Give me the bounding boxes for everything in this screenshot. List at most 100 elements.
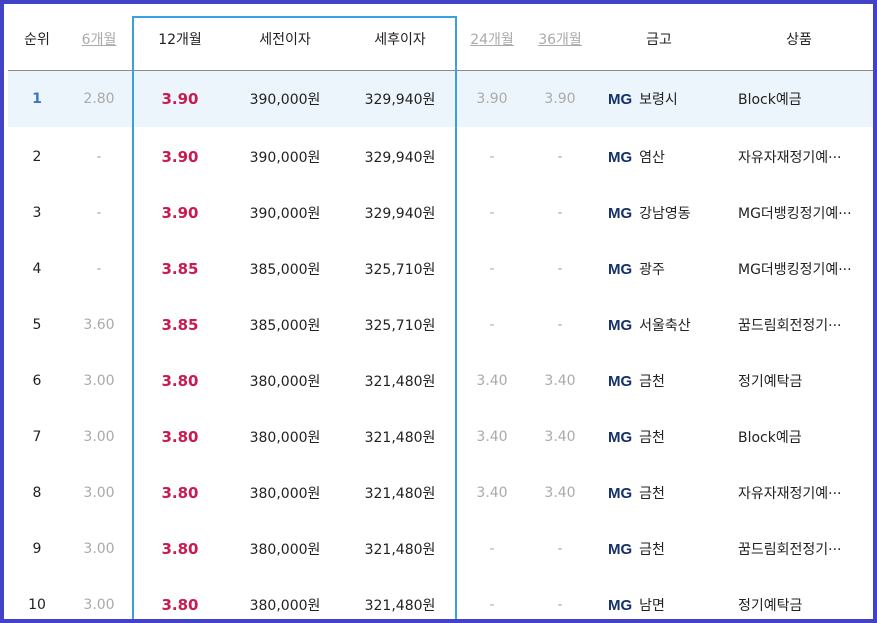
rank-cell: 5 [32, 317, 42, 333]
rate-36-month-cell: - [557, 261, 563, 277]
rate-12-month-cell: 3.90 [161, 148, 199, 166]
rate-36-month-cell: - [557, 317, 563, 333]
bank-name: 염산 [639, 150, 665, 166]
rate-12-month-cell: 3.80 [161, 596, 199, 614]
rate-24-month-cell: - [489, 261, 495, 277]
table-row[interactable]: 5 3.60 3.85 385,000원 325,710원 - - MG 서울축산 꿈드림회전정기… [8, 297, 873, 353]
bank-cell: MG 염산 [594, 129, 724, 185]
rate-6-month-cell: 3.00 [83, 597, 115, 613]
mg-logo: MG [608, 260, 633, 278]
product-cell: Block예금 [724, 409, 873, 465]
rate-6-month-cell: - [96, 205, 102, 221]
pre-tax-interest-cell: 380,000원 [249, 598, 321, 614]
product-cell: MG더뱅킹정기예··· [724, 185, 873, 241]
bank-cell: MG 금천 [594, 521, 724, 577]
rate-6-month-cell: 2.80 [83, 91, 115, 107]
product-cell: Block예금 [724, 71, 873, 127]
bank-cell: MG 남면 [594, 577, 724, 619]
rank-cell: 9 [32, 541, 42, 557]
post-tax-interest-cell: 325,710원 [364, 318, 436, 334]
mg-logo: MG [608, 484, 633, 502]
product-name-link[interactable]: Block예금 [738, 430, 802, 446]
rank-cell: 2 [32, 149, 42, 165]
mg-logo: MG [608, 316, 633, 334]
product-cell: 정기예탁금 [724, 577, 873, 619]
product-name-link[interactable]: 자유자재정기예··· [738, 486, 842, 502]
mg-logo: MG [608, 372, 633, 390]
rate-24-month-cell: 3.40 [476, 485, 508, 501]
table-row[interactable]: 9 3.00 3.80 380,000원 321,480원 - - MG 금천 꿈드림회전정기··… [8, 521, 873, 577]
bank-cell: MG 광주 [594, 241, 724, 297]
post-tax-interest-cell: 321,480원 [364, 542, 436, 558]
post-tax-interest-cell: 329,940원 [364, 150, 436, 166]
table-row[interactable]: 4 - 3.85 385,000원 325,710원 - - MG 광주 MG더뱅킹정기예··· [8, 241, 873, 297]
rate-6-month-cell: 3.00 [83, 429, 115, 445]
header-12-month[interactable]: 12개월 [158, 32, 202, 48]
table-row[interactable]: 1 2.80 3.90 390,000원 329,940원 3.90 3.90 MG 보령시 Bl… [8, 71, 873, 127]
product-name-link[interactable]: 꿈드림회전정기··· [738, 542, 842, 558]
rate-24-month-cell: 3.40 [476, 373, 508, 389]
rate-6-month-cell: - [96, 261, 102, 277]
rate-6-month-cell: 3.60 [83, 317, 115, 333]
post-tax-interest-cell: 321,480원 [364, 374, 436, 390]
header-product: 상품 [786, 32, 812, 48]
table-row[interactable]: 8 3.00 3.80 380,000원 321,480원 3.40 3.40 MG 금천 자유자… [8, 465, 873, 521]
rate-24-month-cell: - [489, 541, 495, 557]
post-tax-interest-cell: 329,940원 [364, 206, 436, 222]
product-name-link[interactable]: MG더뱅킹정기예··· [738, 262, 852, 278]
product-name-link[interactable]: 꿈드림회전정기··· [738, 318, 842, 334]
rate-36-month-cell: - [557, 597, 563, 613]
table-row[interactable]: 7 3.00 3.80 380,000원 321,480원 3.40 3.40 MG 금천 Blo… [8, 409, 873, 465]
product-cell: MG더뱅킹정기예··· [724, 241, 873, 297]
bank-cell: MG 보령시 [594, 71, 724, 127]
rank-cell: 10 [28, 597, 46, 613]
post-tax-interest-cell: 321,480원 [364, 430, 436, 446]
rate-36-month-cell: - [557, 541, 563, 557]
post-tax-interest-cell: 321,480원 [364, 486, 436, 502]
rank-cell: 8 [32, 485, 42, 501]
rate-36-month-cell: 3.90 [544, 91, 576, 107]
product-cell: 자유자재정기예··· [724, 465, 873, 521]
mg-logo: MG [608, 428, 633, 446]
header-36-month-sort-link[interactable]: 36개월 [538, 32, 582, 48]
mg-logo: MG [608, 204, 633, 222]
header-post-tax-interest: 세후이자 [374, 32, 426, 48]
product-name-link[interactable]: 자유자재정기예··· [738, 150, 842, 166]
pre-tax-interest-cell: 390,000원 [249, 150, 321, 166]
product-name-link[interactable]: Block예금 [738, 92, 802, 108]
rate-36-month-cell: - [557, 205, 563, 221]
bank-name: 강남영동 [639, 206, 691, 222]
mg-logo: MG [608, 596, 633, 614]
rate-24-month-cell: - [489, 149, 495, 165]
bank-name: 금천 [639, 374, 665, 390]
pre-tax-interest-cell: 390,000원 [249, 206, 321, 222]
product-name-link[interactable]: 정기예탁금 [738, 598, 803, 614]
pre-tax-interest-cell: 385,000원 [249, 318, 321, 334]
rate-36-month-cell: - [557, 149, 563, 165]
table-row[interactable]: 6 3.00 3.80 380,000원 321,480원 3.40 3.40 MG 금천 정기예… [8, 353, 873, 409]
rank-cell: 1 [32, 91, 42, 107]
product-cell: 자유자재정기예··· [724, 129, 873, 185]
header-6-month-sort-link[interactable]: 6개월 [81, 32, 117, 48]
header-bank: 금고 [646, 32, 672, 48]
rate-12-month-cell: 3.90 [161, 90, 199, 108]
bank-name: 광주 [639, 262, 665, 278]
header-24-month-sort-link[interactable]: 24개월 [470, 32, 514, 48]
post-tax-interest-cell: 329,940원 [364, 92, 436, 108]
product-cell: 정기예탁금 [724, 353, 873, 409]
table-row[interactable]: 10 3.00 3.80 380,000원 321,480원 - - MG 남면 정기예탁금 [8, 577, 873, 619]
rank-cell: 6 [32, 373, 42, 389]
rate-36-month-cell: 3.40 [544, 485, 576, 501]
product-name-link[interactable]: MG더뱅킹정기예··· [738, 206, 852, 222]
product-name-link[interactable]: 정기예탁금 [738, 374, 803, 390]
table-row[interactable]: 2 - 3.90 390,000원 329,940원 - - MG 염산 자유자재정기예··· [8, 129, 873, 185]
table-row[interactable]: 3 - 3.90 390,000원 329,940원 - - MG 강남영동 MG더뱅킹정기예··… [8, 185, 873, 241]
bank-name: 서울축산 [639, 318, 691, 334]
bank-name: 금천 [639, 542, 665, 558]
rate-24-month-cell: - [489, 597, 495, 613]
bank-cell: MG 금천 [594, 353, 724, 409]
rate-12-month-cell: 3.80 [161, 540, 199, 558]
rate-12-month-cell: 3.80 [161, 484, 199, 502]
post-tax-interest-cell: 325,710원 [364, 262, 436, 278]
